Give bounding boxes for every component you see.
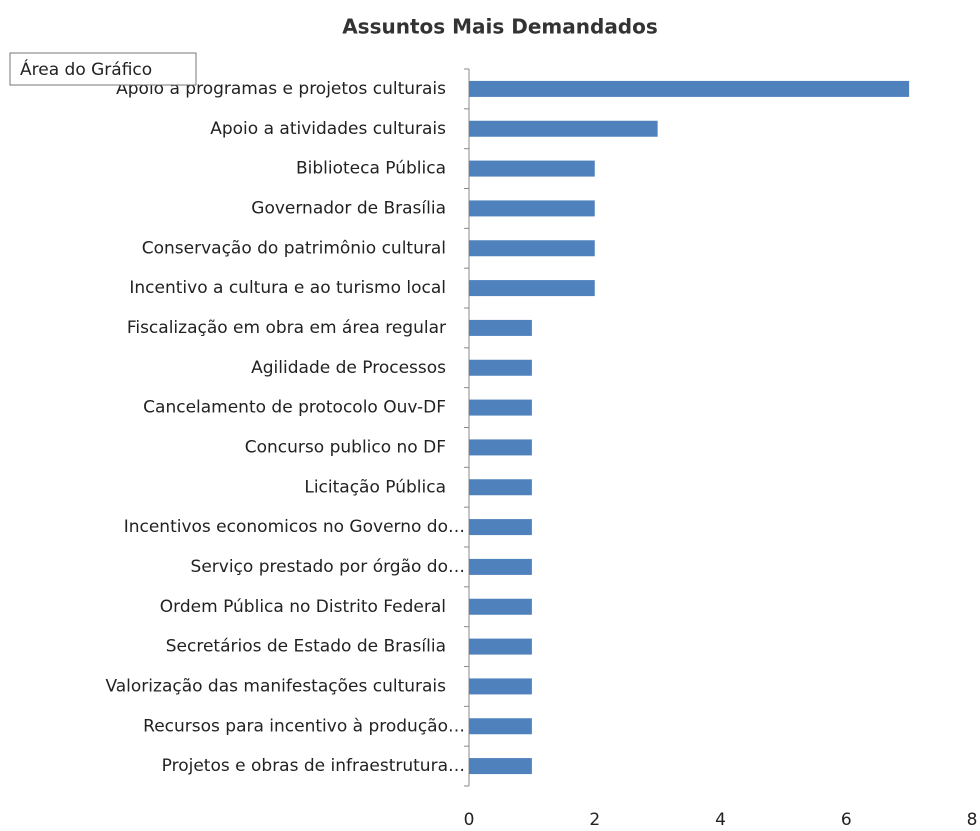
y-tick-label: Incentivos economicos no Governo do… [124, 517, 465, 537]
bar [469, 319, 532, 336]
y-tick-label: Agilidade de Processos [251, 358, 446, 378]
bar [469, 80, 910, 97]
y-tick-label: Incentivo a cultura e ao turismo local [129, 278, 446, 298]
bar [469, 160, 595, 177]
bar [469, 479, 532, 496]
x-tick-label: 0 [464, 810, 475, 830]
y-tick-label: Governador de Brasília [251, 198, 446, 218]
y-tick-label: Apoio a programas e projetos culturais [116, 79, 446, 99]
x-tick-label: 2 [589, 810, 600, 830]
bar [469, 359, 532, 376]
y-tick-label: Cancelamento de protocolo Ouv-DF [143, 398, 446, 418]
y-tick-label: Conservação do patrimônio cultural [142, 238, 446, 258]
y-tick-label: Valorização das manifestações culturais [105, 676, 446, 696]
bar [469, 439, 532, 456]
y-tick-label: Licitação Pública [304, 477, 446, 497]
tooltip-box [9, 52, 197, 86]
bar [469, 678, 532, 695]
tooltip-text: Área do Gráfico [20, 58, 152, 80]
y-tick-label: Secretários de Estado de Brasília [166, 637, 446, 657]
chart-title: Assuntos Mais Demandados [342, 15, 658, 39]
y-tick-label: Biblioteca Pública [296, 159, 446, 179]
x-tick-label: 8 [967, 810, 978, 830]
y-tick-label: Serviço prestado por órgão do… [191, 557, 465, 577]
bar [469, 399, 532, 416]
y-tick-label: Concurso publico no DF [245, 437, 446, 457]
bar [469, 120, 658, 137]
bar [469, 718, 532, 735]
x-tick-label: 4 [715, 810, 726, 830]
bar [469, 200, 595, 217]
bar [469, 558, 532, 575]
bar [469, 240, 595, 257]
y-tick-label: Projetos e obras de infraestrutura… [162, 756, 465, 776]
x-tick-label: 6 [841, 810, 852, 830]
y-tick-label: Apoio a atividades culturais [210, 119, 446, 139]
bar [469, 519, 532, 536]
y-tick-label: Recursos para incentivo à produção… [143, 716, 465, 736]
bar [469, 758, 532, 775]
bar [469, 598, 532, 615]
bar [469, 638, 532, 655]
y-tick-label: Fiscalização em obra em área regular [127, 318, 446, 338]
y-tick-label: Ordem Pública no Distrito Federal [160, 597, 446, 617]
bar [469, 280, 595, 297]
